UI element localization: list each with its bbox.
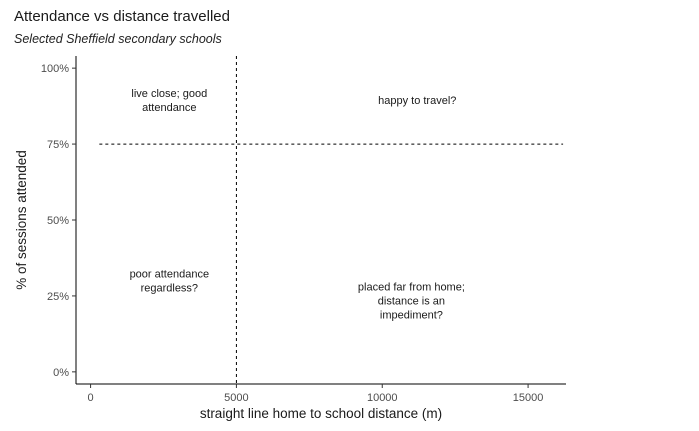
x-tick-label: 15000 (513, 392, 544, 404)
y-tick-label: 75% (47, 139, 69, 151)
annotation-label: placed far from home; distance is an imped… (358, 281, 465, 321)
y-tick-label: 25% (47, 291, 69, 303)
y-tick-label: 100% (41, 63, 69, 75)
axes: 0 5000 10000 15000 0% 25% 50% 75% 100% (41, 56, 566, 404)
x-tick-label: 10000 (367, 392, 398, 404)
annotation-label: poor attendance regardless? (130, 269, 210, 295)
y-axis-title: % of sessions attended (14, 150, 29, 290)
annotations: live close; good attendance happy to trave… (130, 88, 465, 321)
x-tick-label: 5000 (224, 392, 248, 404)
annotation-label: live close; good attendance (131, 88, 207, 114)
annotation-label: happy to travel? (378, 95, 456, 107)
chart-subtitle: Selected Sheffield secondary schools (14, 32, 222, 46)
y-tick-label: 0% (53, 367, 69, 379)
x-tick-label: 0 (88, 392, 94, 404)
x-axis-title: straight line home to school distance (m… (200, 406, 442, 421)
chart-title: Attendance vs distance travelled (14, 8, 230, 25)
y-tick-label: 50% (47, 215, 69, 227)
reference-lines (99, 56, 564, 384)
